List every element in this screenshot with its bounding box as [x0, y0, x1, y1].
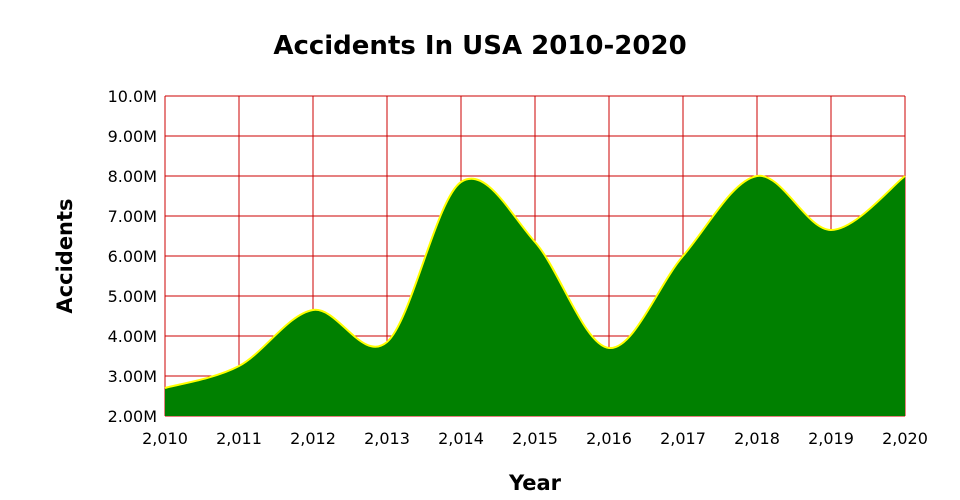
plot-area [164, 174, 906, 416]
x-axis-ticks: 2,010 2,011 2,012 2,013 2,014 2,015 2,016 2,017… [142, 429, 928, 448]
x-tick-label: 2,015 [512, 429, 558, 448]
x-tick-label: 2,016 [586, 429, 632, 448]
y-tick-label: 8.00M [108, 167, 157, 186]
y-tick-label: 9.00M [108, 127, 157, 146]
area-fill [165, 175, 905, 416]
x-tick-label: 2,018 [734, 429, 780, 448]
y-tick-label: 7.00M [108, 207, 157, 226]
x-axis-title: Year [508, 471, 562, 495]
y-tick-label: 2.00M [108, 407, 157, 426]
x-tick-label: 2,014 [438, 429, 484, 448]
series-line [164, 174, 906, 389]
x-tick-label: 2,017 [660, 429, 706, 448]
y-axis-ticks: 2.00M 3.00M 4.00M 5.00M 6.00M 7.00M 8.00M 9.00M… [108, 87, 157, 426]
y-tick-label: 3.00M [108, 367, 157, 386]
x-tick-label: 2,020 [882, 429, 928, 448]
x-tick-label: 2,013 [364, 429, 410, 448]
x-tick-label: 2,012 [290, 429, 336, 448]
x-tick-label: 2,011 [216, 429, 262, 448]
chart-title: Accidents In USA 2010-2020 [273, 31, 686, 61]
y-tick-label: 6.00M [108, 247, 157, 266]
y-tick-label: 5.00M [108, 287, 157, 306]
y-tick-label: 10.0M [108, 87, 157, 106]
x-tick-label: 2,010 [142, 429, 188, 448]
x-tick-label: 2,019 [808, 429, 854, 448]
y-axis-title: Accidents [53, 198, 77, 313]
y-tick-label: 4.00M [108, 327, 157, 346]
